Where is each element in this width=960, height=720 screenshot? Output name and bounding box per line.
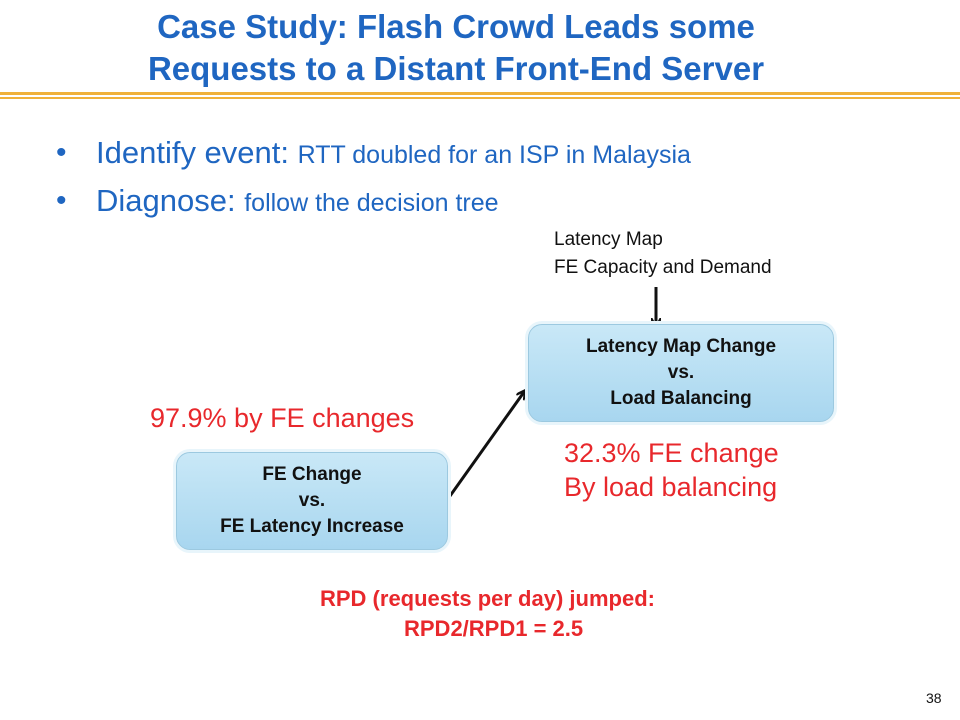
bullet-lead: Identify event: xyxy=(96,135,298,170)
load-balancing-annotation: 32.3% FE change By load balancing xyxy=(564,436,779,504)
inputs-label: Latency Map FE Capacity and Demand xyxy=(554,226,772,282)
bullet-text: Identify event: RTT doubled for an ISP i… xyxy=(96,136,691,172)
page-number: 38 xyxy=(926,690,942,706)
node-line1: FE Change xyxy=(262,464,362,485)
rpd-annotation: RPD (requests per day) jumped: RPD2/RPD1… xyxy=(320,584,655,644)
bullet-text: Diagnose: follow the decision tree xyxy=(96,184,499,220)
decision-node-latency-map-change: Latency Map Change vs. Load Balancing xyxy=(528,324,834,422)
node-line1: Latency Map Change xyxy=(585,336,777,357)
rpd-line1: RPD (requests per day) jumped: xyxy=(320,586,655,611)
fe-changes-annotation: 97.9% by FE changes xyxy=(150,403,415,433)
bullet-rest: follow the decision tree xyxy=(244,189,499,217)
slide-title-line2: Requests to a Distant Front-End Server xyxy=(147,50,765,87)
load-balancing-line1: 32.3% FE change xyxy=(564,438,779,468)
title-divider xyxy=(0,92,960,95)
inputs-line1: Latency Map xyxy=(554,229,663,250)
node-line3: FE Latency Increase xyxy=(220,516,404,537)
bullet-rest: RTT doubled for an ISP in Malaysia xyxy=(297,141,691,169)
title-divider-thin xyxy=(0,97,960,99)
inputs-line2: FE Capacity and Demand xyxy=(554,257,772,278)
decision-node-fe-change: FE Change vs. FE Latency Increase xyxy=(176,452,448,550)
slide-title-line1: Case Study: Flash Crowd Leads some xyxy=(157,8,755,45)
slide-title: Case Study: Flash Crowd Leads some Reque… xyxy=(0,6,912,90)
node-line2: vs. xyxy=(298,490,326,511)
load-balancing-line2: By load balancing xyxy=(564,472,778,502)
bullet-lead: Diagnose: xyxy=(96,183,245,218)
bullet-marker: • xyxy=(56,184,67,217)
rpd-line2: RPD2/RPD1 = 2.5 xyxy=(404,616,584,641)
node-line2: vs. xyxy=(667,362,695,383)
bullet-marker: • xyxy=(56,136,67,169)
tree-edge-arrow xyxy=(448,392,524,497)
node-line3: Load Balancing xyxy=(610,388,752,409)
